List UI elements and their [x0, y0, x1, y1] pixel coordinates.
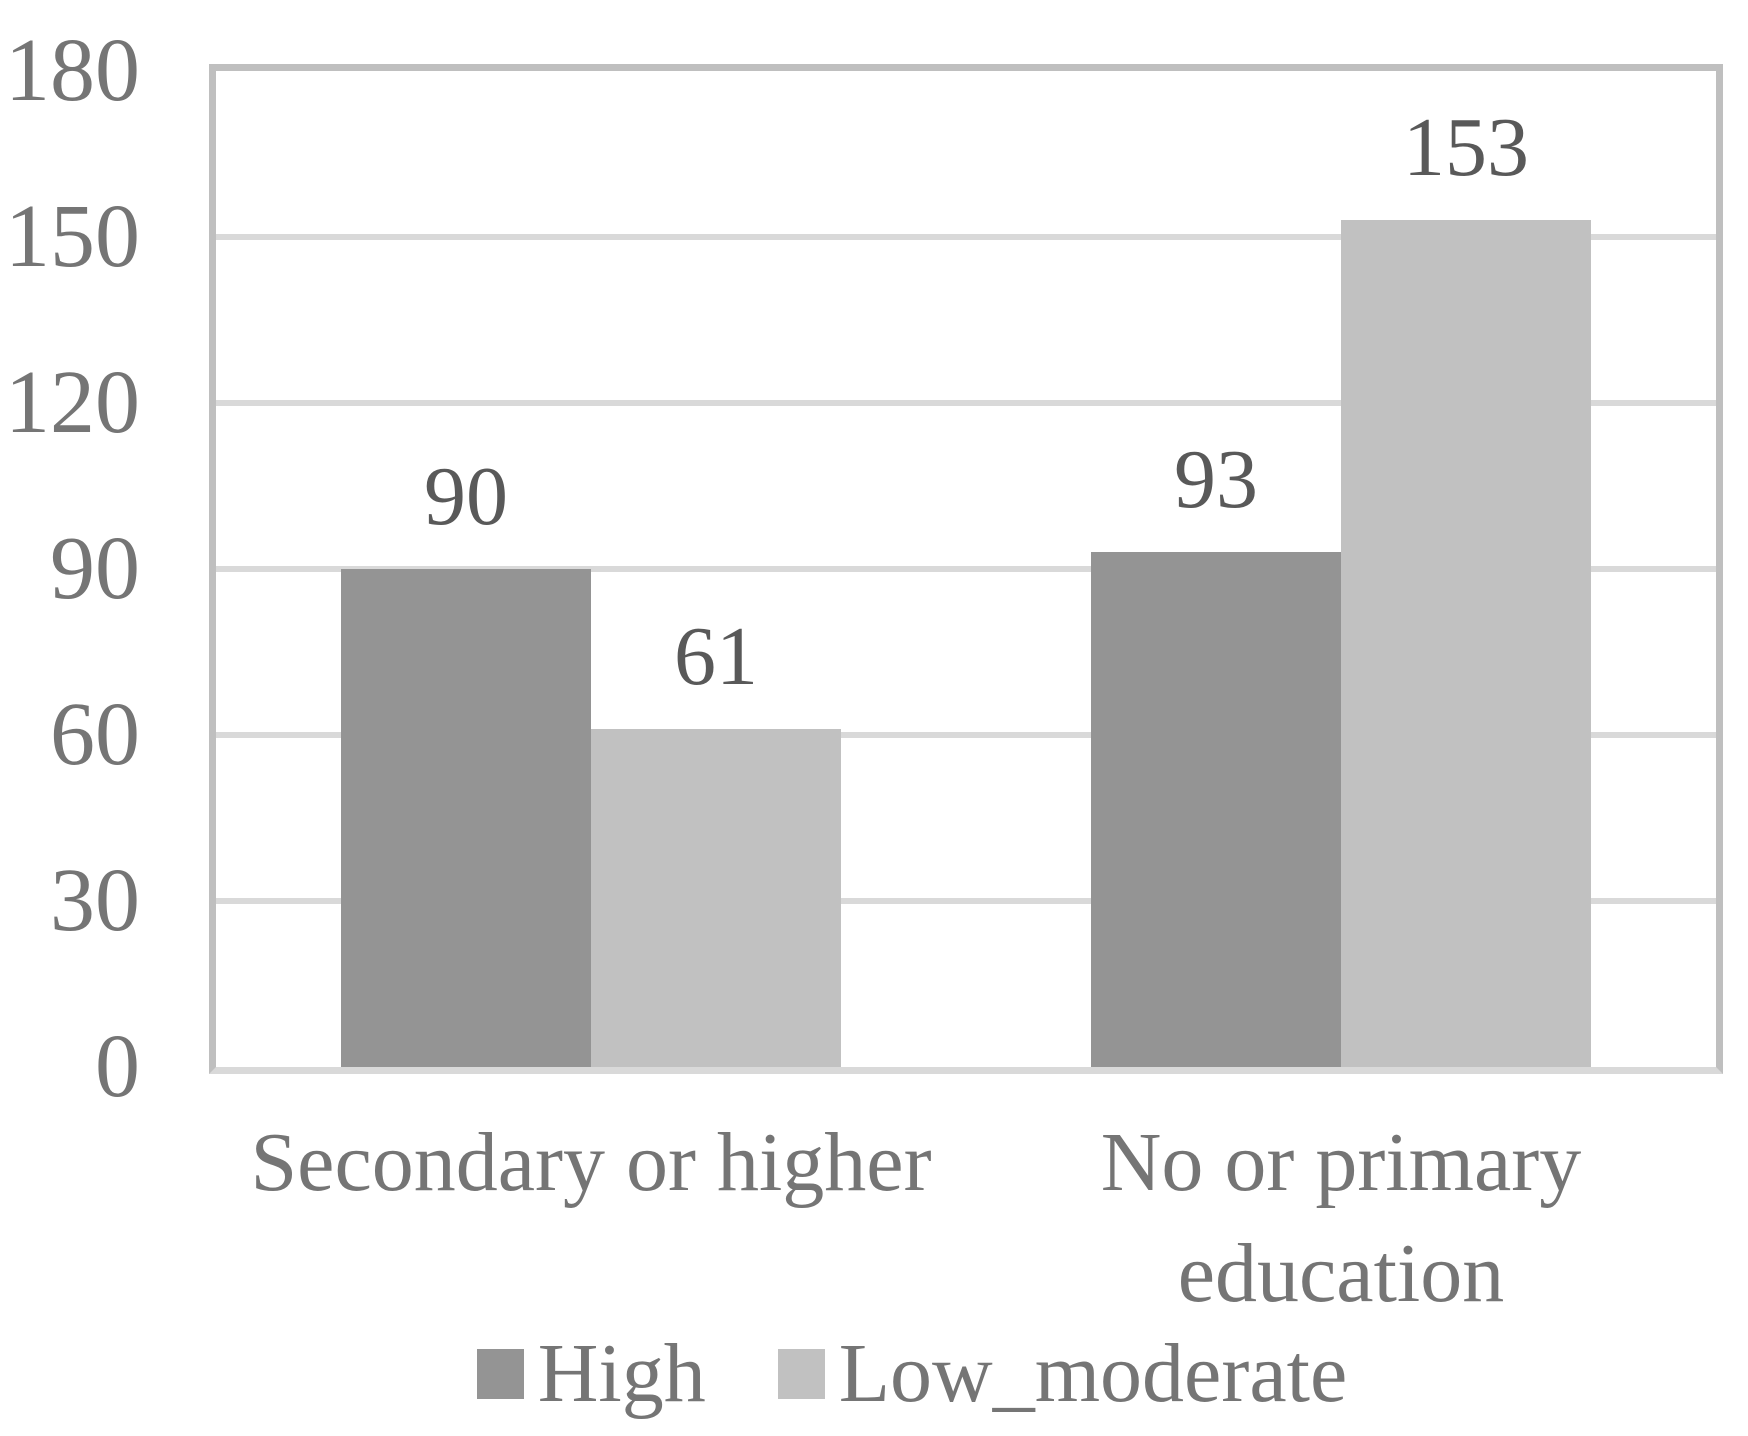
gridline-y-60	[216, 732, 1716, 738]
gridline-y-120	[216, 400, 1716, 406]
bar-low_moderate-category-1	[591, 729, 841, 1067]
gridline-y-90	[216, 566, 1716, 572]
x-axis-category-labels: Secondary or higher No or primary educati…	[216, 1108, 1716, 1358]
bar-value-label-high-category-1: 90	[424, 450, 508, 543]
category-label-1: Secondary or higher	[250, 1116, 932, 1209]
bar-high-category-1	[341, 569, 591, 1067]
gridline-y-30	[216, 898, 1716, 904]
y-axis-tick-label-90: 90	[50, 519, 140, 618]
y-axis-tick-label-180: 180	[5, 21, 140, 120]
legend: High Low_moderate	[38, 1332, 1748, 1416]
bar-value-label-low_moderate-category-2: 153	[1403, 101, 1529, 195]
y-axis: 0 30 60 90 120 150 180	[0, 26, 150, 1112]
plot-area: 90 61 93 153	[209, 64, 1723, 1074]
legend-label-low_moderate: Low_moderate	[838, 1327, 1348, 1420]
bar-low_moderate-category-2	[1341, 220, 1591, 1067]
bar-high-category-2	[1091, 552, 1341, 1067]
legend-item-low_moderate: Low_moderate	[777, 1327, 1348, 1420]
bar-value-label-low_moderate-category-1: 61	[674, 610, 758, 704]
y-axis-tick-label-120: 120	[5, 353, 140, 452]
category-label-2: No or primary education	[1100, 1116, 1582, 1320]
y-axis-tick-label-60: 60	[50, 685, 140, 784]
legend-marker-icon-high	[476, 1349, 524, 1399]
gridline-y-150	[216, 234, 1716, 240]
legend-item-high: High	[476, 1327, 706, 1420]
bar-value-label-high-category-2: 93	[1174, 433, 1258, 527]
y-axis-tick-label-150: 150	[5, 187, 140, 286]
y-axis-tick-label-0: 0	[95, 1017, 140, 1116]
legend-label-high: High	[537, 1327, 706, 1420]
y-axis-tick-label-30: 30	[50, 851, 140, 950]
legend-marker-icon-low_moderate	[777, 1349, 825, 1399]
